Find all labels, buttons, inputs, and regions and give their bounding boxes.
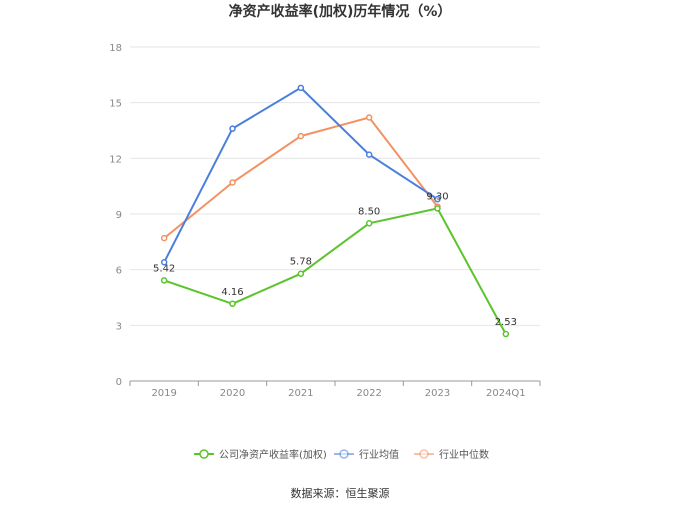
y-tick-label: 15: [109, 99, 122, 110]
data-point: [502, 330, 510, 338]
y-tick-label: 3: [116, 321, 122, 332]
legend-marker: [419, 449, 429, 459]
series-line: [163, 86, 439, 263]
legend-marker: [199, 449, 209, 459]
data-point: [160, 258, 168, 266]
x-tick-label: 2020: [220, 388, 245, 399]
data-point: [297, 132, 305, 140]
data-label: 5.78: [290, 257, 312, 268]
data-point: [434, 205, 441, 212]
data-point: [229, 125, 236, 132]
y-tick-label: 6: [116, 266, 122, 277]
legend-item[interactable]: 行业中位数: [414, 448, 489, 461]
y-tick-label: 12: [109, 154, 122, 165]
axes: 0 3 6 9 12 15 18 2019 2020 2021 2022 2023 2024Q1: [109, 43, 541, 399]
data-point: [297, 84, 305, 92]
legend-item[interactable]: 行业均值: [334, 448, 399, 461]
data-label: 4.16: [221, 287, 243, 298]
legend-item[interactable]: 公司净资产收益率(加权): [194, 448, 327, 461]
data-label: 2.53: [495, 317, 517, 328]
legend-label: 公司净资产收益率(加权): [219, 448, 327, 461]
x-tick-label: 2023: [425, 388, 450, 399]
legend-label: 行业均值: [359, 448, 399, 461]
data-point: [365, 151, 373, 158]
data-source: 数据来源：恒生聚源: [291, 486, 390, 500]
data-point: [160, 234, 168, 242]
y-tick-label: 18: [109, 43, 122, 54]
data-point: [229, 300, 236, 308]
data-label: 8.50: [358, 206, 380, 217]
x-tick-label: 2024Q1: [486, 388, 526, 399]
data-point: [365, 220, 373, 227]
data-point: [297, 270, 305, 277]
data-label: 5.42: [153, 263, 175, 274]
x-tick-label: 2021: [288, 388, 313, 399]
x-tick-label: 2022: [356, 388, 381, 399]
data-point: [434, 195, 441, 203]
chart-title: 净资产收益率(加权)历年情况（%）: [229, 3, 452, 20]
data-label: 9.30: [426, 191, 448, 202]
y-tick-label: 0: [116, 377, 122, 388]
data-point: [160, 277, 168, 284]
series-line: [163, 207, 507, 335]
legend[interactable]: 公司净资产收益率(加权) 行业均值 行业中位数: [194, 448, 489, 461]
data-point: [229, 179, 236, 186]
y-tick-label: 9: [116, 210, 122, 221]
x-tick-label: 2019: [151, 388, 176, 399]
legend-marker: [339, 449, 349, 459]
grid: [130, 46, 540, 326]
legend-label: 行业中位数: [439, 448, 489, 461]
data-point: [365, 114, 373, 121]
series-layer: 5.42 4.16 5.78 8.50 9.30 2.53: [153, 84, 517, 338]
